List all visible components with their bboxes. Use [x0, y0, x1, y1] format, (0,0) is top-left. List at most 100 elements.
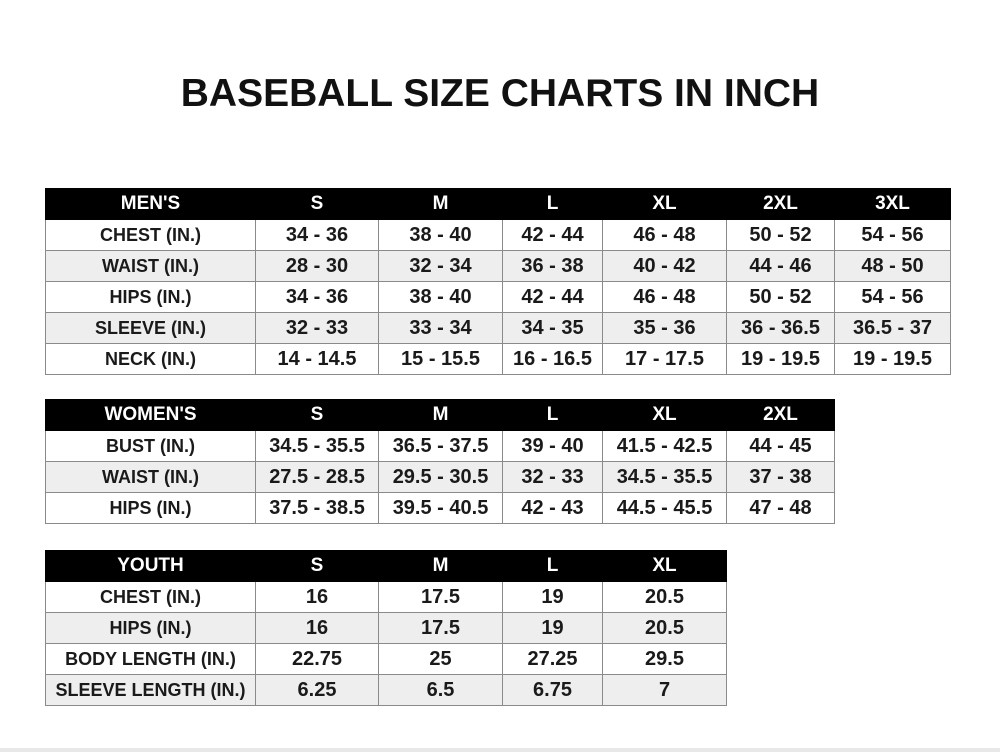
- table-row: CHEST (IN.) 16 17.5 19 20.5: [45, 581, 727, 613]
- size-column-header: M: [378, 188, 503, 220]
- table-row: NECK (IN.) 14 - 14.5 15 - 15.5 16 - 16.5 17 …: [45, 343, 951, 375]
- size-value: 44 - 45: [726, 430, 835, 462]
- size-value: 34 - 36: [255, 281, 379, 313]
- size-column-header: XL: [602, 188, 727, 220]
- size-column-header: M: [378, 550, 503, 582]
- table-row: WAIST (IN.) 27.5 - 28.5 29.5 - 30.5 32 - 33…: [45, 461, 835, 493]
- size-value: 34 - 36: [255, 219, 379, 251]
- size-value: 46 - 48: [602, 219, 727, 251]
- size-column-header: M: [378, 399, 503, 431]
- size-column-header: XL: [602, 399, 727, 431]
- size-value: 36 - 36.5: [726, 312, 835, 344]
- size-value: 14 - 14.5: [255, 343, 379, 375]
- table-row: HIPS (IN.) 16 17.5 19 20.5: [45, 612, 727, 644]
- measurement-label: WAIST (IN.): [45, 461, 256, 493]
- measurement-label: SLEEVE (IN.): [45, 312, 256, 344]
- size-value: 38 - 40: [378, 281, 503, 313]
- measurement-label: WAIST (IN.): [45, 250, 256, 282]
- size-value: 40 - 42: [602, 250, 727, 282]
- size-value: 50 - 52: [726, 281, 835, 313]
- table-row: HIPS (IN.) 37.5 - 38.5 39.5 - 40.5 42 - 43 4…: [45, 492, 835, 524]
- size-value: 32 - 34: [378, 250, 503, 282]
- size-value: 17 - 17.5: [602, 343, 727, 375]
- size-value: 47 - 48: [726, 492, 835, 524]
- size-value: 36.5 - 37.5: [378, 430, 503, 462]
- size-value: 20.5: [602, 612, 727, 644]
- size-value: 19: [502, 612, 603, 644]
- divider: [0, 748, 1000, 752]
- table-row: BUST (IN.) 34.5 - 35.5 36.5 - 37.5 39 - 40 4…: [45, 430, 835, 462]
- size-value: 6.25: [255, 674, 379, 706]
- table-header-row: YOUTH S M L XL: [45, 550, 727, 582]
- table-category-header: WOMEN'S: [45, 399, 256, 431]
- size-column-header: XL: [602, 550, 727, 582]
- table-row: SLEEVE (IN.) 32 - 33 33 - 34 34 - 35 35 - 36…: [45, 312, 951, 344]
- measurement-label: CHEST (IN.): [45, 219, 256, 251]
- womens-size-table: WOMEN'S S M L XL 2XL BUST (IN.) 34.5 - 35.5 36.5…: [45, 399, 835, 524]
- size-column-header: L: [502, 188, 603, 220]
- table-row: HIPS (IN.) 34 - 36 38 - 40 42 - 44 46 - 48 50…: [45, 281, 951, 313]
- table-row: SLEEVE LENGTH (IN.) 6.25 6.5 6.75 7: [45, 674, 727, 706]
- size-column-header: L: [502, 550, 603, 582]
- size-value: 28 - 30: [255, 250, 379, 282]
- size-value: 35 - 36: [602, 312, 727, 344]
- table-row: CHEST (IN.) 34 - 36 38 - 40 42 - 44 46 - 48 5…: [45, 219, 951, 251]
- size-value: 34.5 - 35.5: [255, 430, 379, 462]
- size-value: 7: [602, 674, 727, 706]
- size-value: 6.5: [378, 674, 503, 706]
- size-value: 54 - 56: [834, 281, 951, 313]
- size-value: 29.5 - 30.5: [378, 461, 503, 493]
- size-value: 50 - 52: [726, 219, 835, 251]
- size-value: 46 - 48: [602, 281, 727, 313]
- size-value: 34 - 35: [502, 312, 603, 344]
- size-value: 39.5 - 40.5: [378, 492, 503, 524]
- size-column-header: S: [255, 399, 379, 431]
- mens-size-table: MEN'S S M L XL 2XL 3XL CHEST (IN.) 34 - 36 38 - 4…: [45, 188, 951, 375]
- size-column-header: 2XL: [726, 188, 835, 220]
- size-column-header: S: [255, 550, 379, 582]
- measurement-label: CHEST (IN.): [45, 581, 256, 613]
- size-value: 36.5 - 37: [834, 312, 951, 344]
- size-value: 39 - 40: [502, 430, 603, 462]
- size-value: 17.5: [378, 581, 503, 613]
- measurement-label: BODY LENGTH (IN.): [45, 643, 256, 675]
- measurement-label: HIPS (IN.): [45, 612, 256, 644]
- table-category-header: YOUTH: [45, 550, 256, 582]
- size-value: 34.5 - 35.5: [602, 461, 727, 493]
- measurement-label: HIPS (IN.): [45, 492, 256, 524]
- measurement-label: NECK (IN.): [45, 343, 256, 375]
- size-value: 22.75: [255, 643, 379, 675]
- size-value: 33 - 34: [378, 312, 503, 344]
- size-column-header: 2XL: [726, 399, 835, 431]
- size-value: 42 - 44: [502, 281, 603, 313]
- measurement-label: HIPS (IN.): [45, 281, 256, 313]
- page-title: BASEBALL SIZE CHARTS IN INCH: [180, 72, 820, 115]
- size-value: 15 - 15.5: [378, 343, 503, 375]
- size-value: 36 - 38: [502, 250, 603, 282]
- size-value: 6.75: [502, 674, 603, 706]
- size-value: 27.5 - 28.5: [255, 461, 379, 493]
- measurement-label: SLEEVE LENGTH (IN.): [45, 674, 256, 706]
- youth-size-table: YOUTH S M L XL CHEST (IN.) 16 17.5 19 20.5 HIPS (I…: [45, 550, 727, 706]
- table-header-row: MEN'S S M L XL 2XL 3XL: [45, 188, 951, 220]
- size-value: 37.5 - 38.5: [255, 492, 379, 524]
- table-category-header: MEN'S: [45, 188, 256, 220]
- table-row: BODY LENGTH (IN.) 22.75 25 27.25 29.5: [45, 643, 727, 675]
- size-value: 54 - 56: [834, 219, 951, 251]
- size-value: 19 - 19.5: [834, 343, 951, 375]
- size-value: 16 - 16.5: [502, 343, 603, 375]
- size-value: 44 - 46: [726, 250, 835, 282]
- size-value: 16: [255, 581, 379, 613]
- size-value: 48 - 50: [834, 250, 951, 282]
- size-value: 20.5: [602, 581, 727, 613]
- table-header-row: WOMEN'S S M L XL 2XL: [45, 399, 835, 431]
- size-column-header: 3XL: [834, 188, 951, 220]
- size-value: 19: [502, 581, 603, 613]
- size-value: 17.5: [378, 612, 503, 644]
- size-value: 44.5 - 45.5: [602, 492, 727, 524]
- size-value: 32 - 33: [502, 461, 603, 493]
- size-value: 19 - 19.5: [726, 343, 835, 375]
- table-row: WAIST (IN.) 28 - 30 32 - 34 36 - 38 40 - 42 4…: [45, 250, 951, 282]
- size-column-header: S: [255, 188, 379, 220]
- size-value: 29.5: [602, 643, 727, 675]
